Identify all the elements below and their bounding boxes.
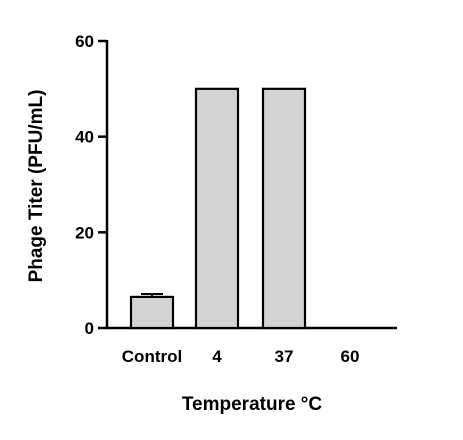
y-axis-title: Phage Titer (PFU/mL) <box>26 90 47 283</box>
x-tick-label: 4 <box>212 347 222 366</box>
bar-37 <box>261 87 307 330</box>
y-tick-label: 60 <box>75 32 94 51</box>
labels: Temperature °C Phage Titer (PFU/mL) <box>26 90 322 415</box>
y-tick-label: 20 <box>75 223 94 242</box>
bar-4 <box>194 87 240 330</box>
x-tick-label: Control <box>122 347 182 366</box>
y-tick-label: 40 <box>75 128 94 147</box>
bar-control <box>129 295 175 330</box>
x-tick-label: 60 <box>341 347 360 366</box>
bars <box>129 87 307 330</box>
y-tick-label: 0 <box>85 319 94 338</box>
x-tick-label: 37 <box>275 347 294 366</box>
x-axis-title: Temperature °C <box>182 394 323 415</box>
